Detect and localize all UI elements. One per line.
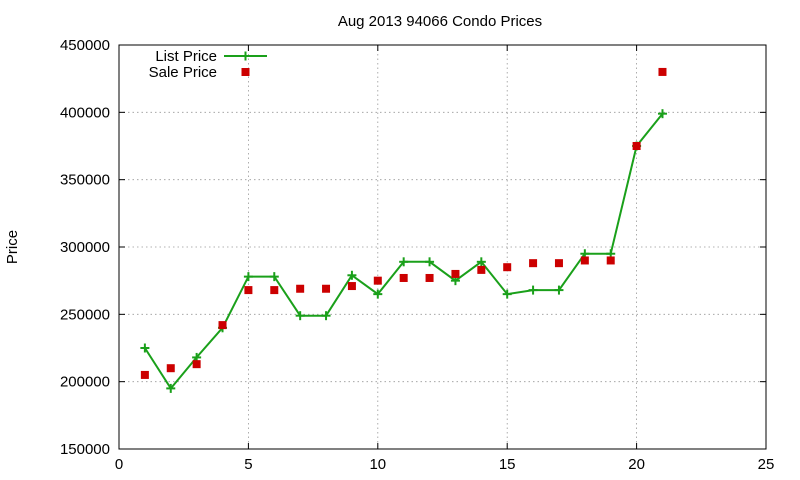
y-tick-label: 400000 [60,104,110,121]
sale-price-point [244,286,253,295]
sale-price-point [373,276,382,285]
list-price-point [554,285,564,295]
x-tick-label: 20 [628,456,645,473]
sale-price-point [399,273,408,282]
sale-price-point [529,259,538,268]
legend-square-swatch [241,68,250,76]
list-price-point [425,257,435,267]
sale-price-point [477,265,486,274]
legend-label: Sale Price [149,64,217,81]
list-price-point [528,285,538,295]
list-price-point [140,343,150,353]
sale-price-point [218,321,227,330]
sale-price-point [322,284,331,293]
axes: 0 5 10 15 20 25 150000 200000 250000 300000 350000… [60,37,774,473]
list-price-point [476,257,486,267]
legend-cross-swatch [241,51,250,61]
y-tick-label: 450000 [60,37,110,54]
x-tick-label: 25 [758,456,775,473]
sale-price-series [140,67,667,379]
grid [119,45,766,449]
y-tick-label: 350000 [60,172,110,189]
sale-price-point [451,269,460,278]
list-price-point [373,289,383,299]
y-tick-label: 150000 [60,441,110,458]
list-price-point [502,289,512,299]
x-tick-label: 0 [115,456,123,473]
list-price-point [243,272,253,282]
y-tick-label: 300000 [60,239,110,256]
sale-price-point [632,142,641,150]
x-tick-label: 5 [244,456,252,473]
sale-price-point [166,364,175,373]
sale-price-point [140,370,149,379]
list-price-point [321,311,331,321]
list-price-point [347,270,357,280]
sale-price-point [425,273,434,282]
sale-price-point [580,256,589,265]
sale-price-point [347,282,356,291]
series-layer [140,67,667,393]
sale-price-point [606,256,615,265]
chart-title: Aug 2013 94066 Condo Prices [338,13,542,30]
x-tick-label: 10 [369,456,386,473]
list-price-point [295,311,305,321]
sale-price-point [503,263,512,272]
sale-price-point [192,360,201,369]
list-price-point [166,383,176,393]
list-price-point [269,272,279,282]
sale-price-point [658,67,667,76]
list-price-point [657,109,667,119]
sale-price-point [270,286,279,295]
legend-label: List Price [155,48,217,65]
list-price-point [399,257,409,267]
list-price-series [140,109,667,393]
sale-price-point [296,284,305,293]
y-axis-label: Price [4,230,21,264]
plot-frame [118,44,767,450]
y-tick-label: 200000 [60,374,110,391]
sale-price-point [554,259,563,268]
y-tick-label: 250000 [60,306,110,323]
x-tick-label: 15 [499,456,516,473]
